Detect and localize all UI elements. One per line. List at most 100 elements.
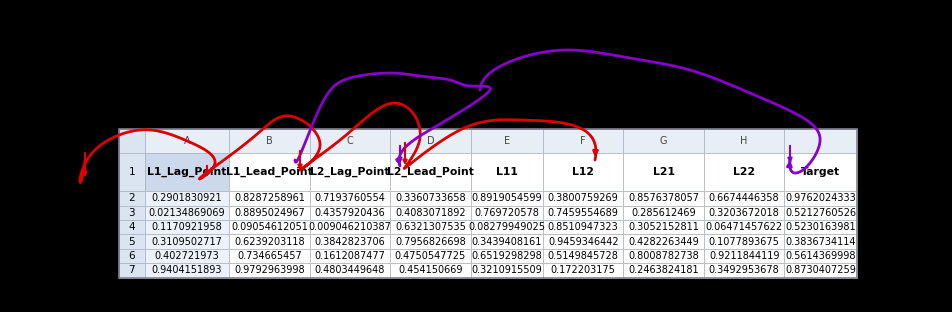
Bar <box>229 234 309 249</box>
Bar <box>145 234 229 249</box>
Bar <box>390 249 470 263</box>
Text: H: H <box>741 136 748 146</box>
Bar <box>704 191 784 206</box>
Text: Target: Target <box>801 167 841 177</box>
Bar <box>543 191 624 206</box>
Text: 0.8510947323: 0.8510947323 <box>547 222 619 232</box>
Bar <box>470 249 543 263</box>
Text: 0.6519298298: 0.6519298298 <box>471 251 543 261</box>
Bar <box>309 191 390 206</box>
Bar <box>229 220 309 234</box>
Text: D: D <box>426 136 434 146</box>
Text: 1: 1 <box>129 167 135 177</box>
Bar <box>543 263 624 278</box>
Bar <box>543 249 624 263</box>
Text: 0.8008782738: 0.8008782738 <box>628 251 699 261</box>
Text: 6: 6 <box>129 251 135 261</box>
Bar <box>390 206 470 220</box>
Bar <box>390 129 470 153</box>
Text: E: E <box>504 136 510 146</box>
Text: 0.1612087477: 0.1612087477 <box>314 251 386 261</box>
Bar <box>309 153 390 191</box>
Bar <box>704 263 784 278</box>
Text: 0.5212760526: 0.5212760526 <box>785 208 856 218</box>
Text: 0.9762024333: 0.9762024333 <box>785 193 856 203</box>
Bar <box>624 129 704 153</box>
Bar <box>470 129 543 153</box>
Text: 0.8895024967: 0.8895024967 <box>234 208 305 218</box>
Bar <box>624 191 704 206</box>
Text: 0.6239203118: 0.6239203118 <box>234 236 305 247</box>
Bar <box>784 220 857 234</box>
Bar <box>784 263 857 278</box>
Text: I: I <box>819 136 822 146</box>
Text: 0.02134869069: 0.02134869069 <box>149 208 226 218</box>
Text: 0.7193760554: 0.7193760554 <box>314 193 386 203</box>
Text: 0.8287258961: 0.8287258961 <box>234 193 305 203</box>
Text: L12: L12 <box>572 167 594 177</box>
Bar <box>543 234 624 249</box>
Bar <box>309 234 390 249</box>
Text: L2_Lead_Point: L2_Lead_Point <box>387 167 474 177</box>
Bar <box>470 263 543 278</box>
Text: 0.4282263449: 0.4282263449 <box>628 236 699 247</box>
Bar <box>543 206 624 220</box>
Text: 0.09054612051: 0.09054612051 <box>231 222 307 232</box>
Bar <box>309 220 390 234</box>
Text: F: F <box>581 136 586 146</box>
Text: 0.454150669: 0.454150669 <box>398 266 463 275</box>
Text: 0.8576378057: 0.8576378057 <box>628 193 699 203</box>
Text: L11: L11 <box>496 167 518 177</box>
Text: 0.2463824181: 0.2463824181 <box>628 266 699 275</box>
Bar <box>470 220 543 234</box>
Text: 0.4803449648: 0.4803449648 <box>315 266 386 275</box>
Text: 0.7459554689: 0.7459554689 <box>547 208 619 218</box>
Text: A: A <box>184 136 190 146</box>
Text: L21: L21 <box>653 167 675 177</box>
Bar <box>145 220 229 234</box>
Bar <box>229 249 309 263</box>
Bar <box>784 153 857 191</box>
Text: 0.3052152811: 0.3052152811 <box>628 222 699 232</box>
Text: 0.6674446358: 0.6674446358 <box>709 193 780 203</box>
Bar <box>309 249 390 263</box>
Bar <box>624 206 704 220</box>
Text: 0.009046210387: 0.009046210387 <box>308 222 391 232</box>
Bar <box>624 153 704 191</box>
Bar <box>229 206 309 220</box>
Text: 0.6321307535: 0.6321307535 <box>395 222 466 232</box>
Text: 0.9211844119: 0.9211844119 <box>709 251 780 261</box>
Text: 0.9459346442: 0.9459346442 <box>548 236 619 247</box>
Bar <box>624 220 704 234</box>
Text: G: G <box>660 136 667 146</box>
Bar <box>390 153 470 191</box>
Bar <box>390 191 470 206</box>
Text: 5: 5 <box>129 236 135 247</box>
Bar <box>543 129 624 153</box>
Text: 4: 4 <box>129 222 135 232</box>
Bar <box>624 234 704 249</box>
Bar <box>704 129 784 153</box>
Bar <box>119 220 145 234</box>
Text: 0.8730407259: 0.8730407259 <box>785 266 856 275</box>
Bar <box>229 263 309 278</box>
Text: 0.3800759269: 0.3800759269 <box>547 193 619 203</box>
Bar <box>470 153 543 191</box>
Bar <box>624 263 704 278</box>
Text: 0.5230163981: 0.5230163981 <box>785 222 856 232</box>
Bar <box>119 249 145 263</box>
Bar <box>624 249 704 263</box>
Bar <box>704 153 784 191</box>
Bar <box>145 206 229 220</box>
Bar <box>543 153 624 191</box>
Text: 0.4083071892: 0.4083071892 <box>395 208 466 218</box>
Bar <box>704 206 784 220</box>
Text: 0.3836734114: 0.3836734114 <box>785 236 856 247</box>
Bar <box>704 249 784 263</box>
Bar <box>470 206 543 220</box>
Text: 0.3203672018: 0.3203672018 <box>709 208 780 218</box>
Text: 0.172203175: 0.172203175 <box>551 266 616 275</box>
Bar <box>784 249 857 263</box>
Bar <box>390 263 470 278</box>
Bar <box>390 220 470 234</box>
